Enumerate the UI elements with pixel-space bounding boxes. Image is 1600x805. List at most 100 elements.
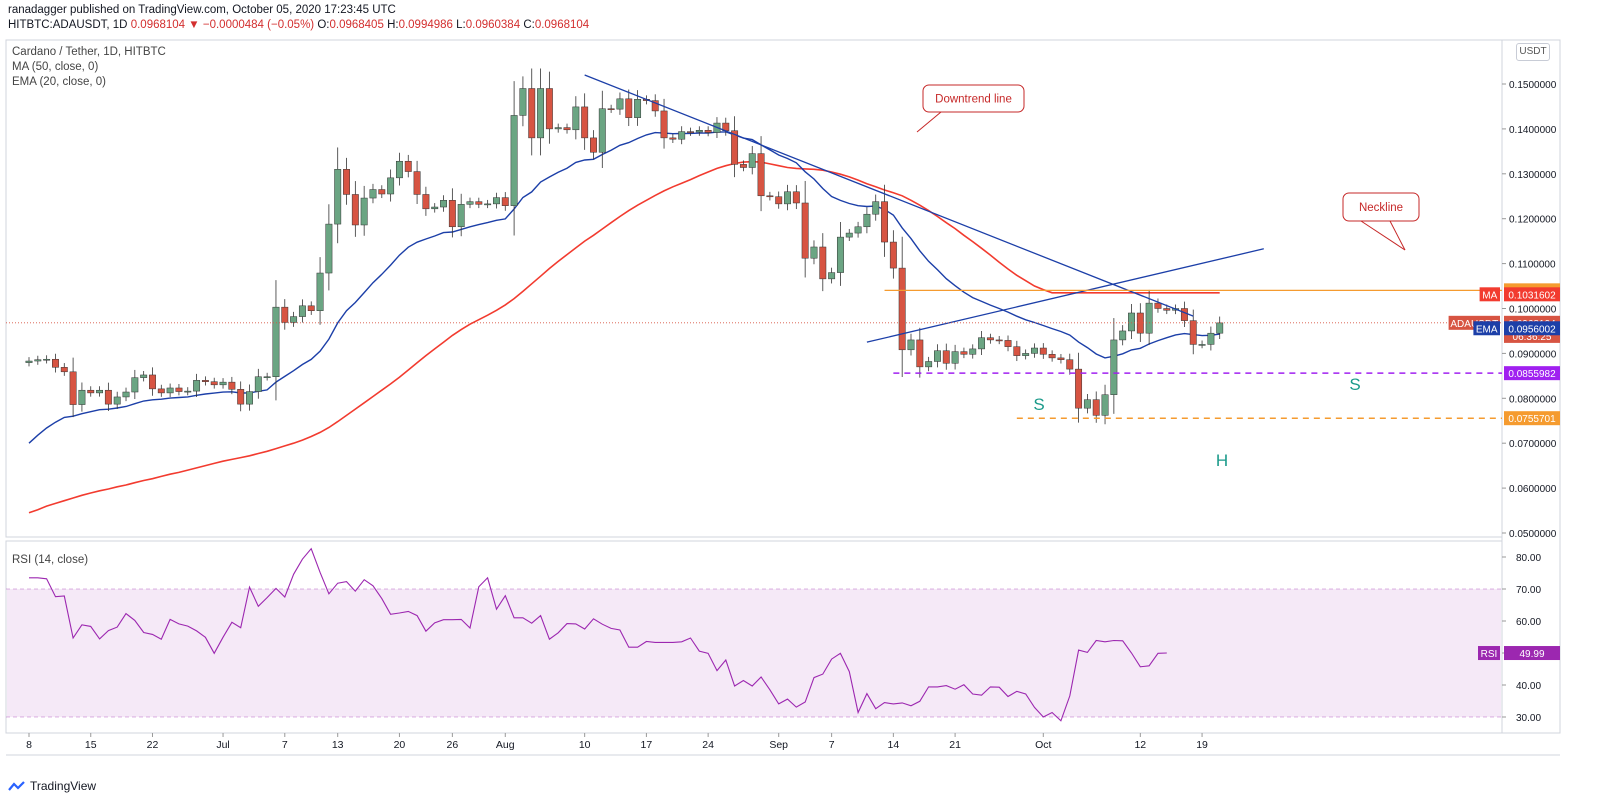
legend-ema[interactable]: EMA (20, close, 0) (12, 76, 106, 88)
candle (501, 192, 509, 211)
neckline (866, 248, 1264, 343)
candle-body (1092, 399, 1100, 416)
time-tick-label: Aug (496, 739, 515, 751)
symbol-label: HITBTC:ADAUSDT, 1D (8, 19, 128, 31)
candle (563, 123, 571, 134)
candle (254, 368, 262, 399)
candle (934, 344, 941, 368)
candle (175, 384, 183, 396)
candle-body (1198, 344, 1206, 346)
candle (431, 203, 439, 213)
price-label-bg (1504, 411, 1560, 426)
candle-body (157, 388, 165, 394)
candle-body (457, 204, 465, 228)
candle (510, 81, 518, 236)
head-label: H (1216, 451, 1228, 470)
candle (96, 386, 104, 397)
price-label-text: 0.0956002 (1508, 324, 1556, 335)
candle-body (854, 226, 862, 234)
publish-info: ranadagger published on TradingView.com,… (8, 4, 396, 16)
candle (581, 93, 589, 150)
candle-body (193, 380, 201, 392)
candle (907, 333, 915, 356)
candle-body (431, 206, 439, 210)
candle-body (87, 389, 95, 394)
open-value: 0.0968405 (329, 19, 384, 31)
candle (448, 188, 456, 238)
candle-body (951, 351, 959, 364)
candle (669, 133, 677, 143)
candle (52, 353, 59, 373)
candle (792, 185, 800, 210)
candle-body (995, 339, 1003, 342)
candle-body (254, 376, 262, 392)
candle-body (1022, 353, 1030, 356)
candle-body (298, 305, 306, 317)
candle (810, 240, 818, 265)
candle-body (395, 160, 403, 179)
candle-body (748, 153, 756, 168)
candle-body (272, 306, 280, 377)
candle-body (607, 108, 615, 110)
candle-body (325, 223, 333, 274)
price-tick-label: 0.1000000 (1509, 305, 1557, 316)
candle (360, 185, 368, 236)
candle-body (404, 160, 412, 172)
downtrend-callout-pointer (916, 111, 942, 133)
candle (210, 377, 218, 389)
ma-50-line (28, 160, 1220, 514)
candle-body (1207, 332, 1215, 345)
candle (845, 228, 853, 242)
legend-ma[interactable]: MA (50, close, 0) (12, 61, 99, 73)
time-tick-label: 7 (829, 739, 835, 751)
candle-body (140, 374, 148, 378)
price-tag-bg (1479, 287, 1500, 302)
candle-body (598, 108, 606, 153)
neckline-callout: Neckline (1342, 192, 1420, 251)
candle (537, 68, 545, 156)
candle (60, 363, 68, 376)
candle-body (501, 197, 509, 206)
rsi-value-bg (1504, 646, 1560, 661)
candle (484, 199, 492, 209)
candle (687, 127, 694, 136)
time-tick-label: 21 (949, 739, 961, 751)
candle-body (889, 241, 897, 269)
currency-unit-button[interactable]: USDT (1516, 43, 1550, 61)
legend-rsi[interactable]: RSI (14, close) (12, 554, 89, 566)
candle-body (669, 137, 677, 140)
candle (554, 123, 562, 133)
candle (201, 376, 209, 386)
candle-body (616, 98, 624, 110)
candle-body (739, 164, 747, 168)
time-tick-label: 8 (26, 739, 32, 751)
price-pane-frame (5, 39, 1503, 538)
tradingview-logo[interactable]: TradingView (8, 779, 96, 793)
candle (325, 204, 333, 291)
left-shoulder-label: S (1033, 395, 1044, 414)
candle-body (307, 305, 315, 311)
candle (960, 347, 968, 359)
candle-body (898, 267, 906, 351)
time-tick-label: 14 (888, 739, 900, 751)
candle-body (1180, 308, 1188, 321)
low-value: 0.0960384 (465, 19, 521, 31)
time-tick-label: Jul (216, 739, 229, 751)
price-label-text: 0.1031602 (1508, 290, 1556, 301)
time-tick-label: Sep (769, 739, 788, 751)
candle-body (104, 389, 112, 405)
candle-body (201, 380, 209, 382)
candle (995, 335, 1003, 345)
candle (1039, 343, 1047, 359)
time-tick-label: 13 (332, 739, 344, 751)
candle-body (625, 98, 633, 118)
price-label-bg (1504, 321, 1560, 336)
candle-body (572, 106, 580, 131)
candle (334, 147, 342, 244)
candle-body (563, 127, 571, 131)
candle-body (801, 202, 809, 259)
candle-body (581, 106, 589, 139)
candle-body (343, 169, 350, 195)
candle-body (1145, 302, 1153, 334)
